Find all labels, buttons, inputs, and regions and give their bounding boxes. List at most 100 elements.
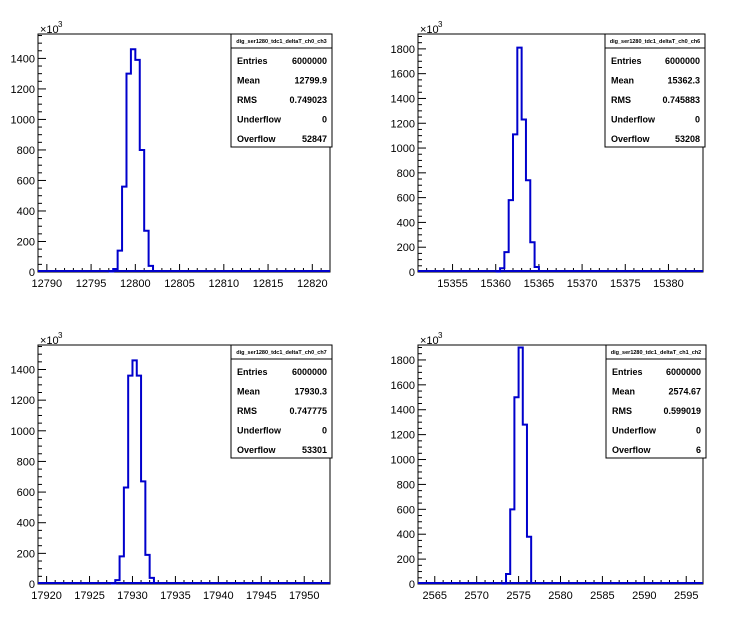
stat-label-entries: Entries (611, 56, 642, 66)
histogram-panel-3: 0 200 400 600 800 1000 1200 1400 17920 17925 17930… (11, 331, 333, 602)
y-tick-label: 800 (17, 456, 35, 468)
y-tick-label: 1000 (391, 143, 415, 155)
histogram-series (500, 346, 533, 585)
y-tick-label: 1000 (11, 426, 35, 438)
y-tick-label: 400 (397, 529, 415, 541)
stat-value-mean: 15362.3 (667, 76, 700, 86)
x-tick-label: 2595 (674, 590, 698, 602)
x-tick-label: 15355 (437, 278, 468, 290)
y-tick-label: 600 (397, 504, 415, 516)
stat-value-entries: 6000000 (292, 367, 327, 377)
histogram-series (107, 48, 155, 273)
y-multiplier: ×10 (420, 335, 439, 347)
y-tick-label: 200 (17, 548, 35, 560)
stats-box-frame (230, 344, 333, 459)
x-tick-label: 17920 (31, 590, 62, 602)
stat-value-underflow: 0 (322, 115, 327, 125)
stat-value-overflow: 53208 (675, 134, 700, 144)
y-tick-label: 1400 (391, 405, 415, 417)
histogram-series (494, 46, 540, 273)
x-tick-label: 17925 (74, 590, 105, 602)
y-tick-label: 1200 (11, 84, 35, 96)
x-tick-label: 12815 (253, 278, 284, 290)
histogram-panel-1: 0 200 400 600 800 1000 1200 1400 12790 12795 12800… (11, 20, 333, 290)
stat-label-entries: Entries (237, 367, 268, 377)
y-tick-label: 1000 (391, 455, 415, 467)
stat-value-rms: 0.749023 (289, 95, 327, 105)
y-tick-label: 1400 (11, 365, 35, 377)
stat-label-mean: Mean (237, 76, 260, 86)
y-tick-label: 1200 (11, 395, 35, 407)
y-tick-label: 0 (409, 267, 415, 279)
stats-box-frame (230, 33, 333, 148)
y-tick-label: 1800 (391, 44, 415, 56)
x-tick-label: 12800 (120, 278, 151, 290)
stat-label-entries: Entries (612, 367, 643, 377)
histogram-bin (132, 360, 136, 584)
y-multiplier-exponent: 3 (438, 20, 443, 29)
stat-label-entries: Entries (237, 56, 268, 66)
y-tick-label: 200 (17, 236, 35, 248)
histogram-bin (131, 49, 135, 272)
y-tick-label: 200 (397, 554, 415, 566)
x-tick-label: 17940 (203, 590, 234, 602)
stats-box: dig_ser1280_tdc1_deltaT_ch1_ch2 Entries 60… (605, 344, 707, 459)
y-tick-label: 1800 (391, 355, 415, 367)
y-multiplier-exponent: 3 (58, 20, 63, 29)
y-multiplier-exponent: 3 (58, 331, 63, 340)
stat-value-underflow: 0 (696, 426, 701, 436)
y-tick-label: 200 (397, 242, 415, 254)
y-tick-label: 600 (17, 487, 35, 499)
y-multiplier: ×10 (420, 24, 439, 36)
stat-label-overflow: Overflow (237, 445, 277, 455)
x-tick-label: 15365 (524, 278, 555, 290)
x-tick-label: 12790 (32, 278, 63, 290)
y-tick-label: 1200 (391, 118, 415, 130)
stat-value-rms: 0.747775 (289, 406, 327, 416)
stat-label-overflow: Overflow (612, 445, 652, 455)
x-tick-label: 17950 (289, 590, 320, 602)
histogram-title: dig_ser1280_tdc1_deltaT_ch1_ch2 (611, 350, 702, 356)
stat-label-rms: RMS (237, 95, 257, 105)
stat-label-rms: RMS (237, 406, 257, 416)
y-tick-label: 600 (397, 193, 415, 205)
stat-label-underflow: Underflow (237, 426, 282, 436)
stat-label-underflow: Underflow (612, 426, 657, 436)
stats-box: dig_ser1280_tdc1_deltaT_ch0_ch3 Entries 60… (230, 33, 333, 148)
x-tick-label: 17935 (160, 590, 191, 602)
x-tick-label: 15380 (653, 278, 684, 290)
histogram-title: dig_ser1280_tdc1_deltaT_ch0_ch7 (236, 350, 327, 356)
y-tick-label: 600 (17, 175, 35, 187)
stat-label-mean: Mean (237, 387, 260, 397)
stat-value-underflow: 0 (322, 426, 327, 436)
y-multiplier: ×10 (40, 24, 59, 36)
x-tick-label: 2565 (423, 590, 447, 602)
x-tick-label: 12810 (209, 278, 240, 290)
stats-box-frame (605, 344, 707, 459)
y-tick-label: 800 (397, 479, 415, 491)
y-tick-label: 800 (397, 168, 415, 180)
y-tick-label: 1200 (391, 430, 415, 442)
x-tick-label: 15360 (480, 278, 511, 290)
y-tick-label: 400 (397, 217, 415, 229)
histogram-panel-4: 0 200 400 600 800 1000 1200 1400 1600 1800 2565 257… (391, 331, 707, 602)
x-tick-label: 2590 (632, 590, 656, 602)
y-tick-label: 1600 (391, 69, 415, 81)
x-tick-label: 12820 (297, 278, 328, 290)
y-tick-label: 1600 (391, 380, 415, 392)
x-tick-label: 2580 (548, 590, 572, 602)
stat-value-mean: 12799.9 (294, 76, 327, 86)
x-tick-label: 2575 (506, 590, 530, 602)
stat-label-rms: RMS (612, 406, 632, 416)
x-tick-label: 15375 (610, 278, 641, 290)
y-tick-label: 0 (29, 267, 35, 279)
stat-value-rms: 0.745883 (662, 95, 700, 105)
stat-value-entries: 6000000 (665, 56, 700, 66)
stats-box: dig_ser1280_tdc1_deltaT_ch0_ch6 Entries 60… (604, 33, 706, 148)
stat-value-entries: 6000000 (666, 367, 701, 377)
stats-box-frame (604, 33, 706, 148)
stat-label-overflow: Overflow (611, 134, 651, 144)
stat-label-underflow: Underflow (611, 115, 656, 125)
stat-value-overflow: 53301 (302, 445, 327, 455)
